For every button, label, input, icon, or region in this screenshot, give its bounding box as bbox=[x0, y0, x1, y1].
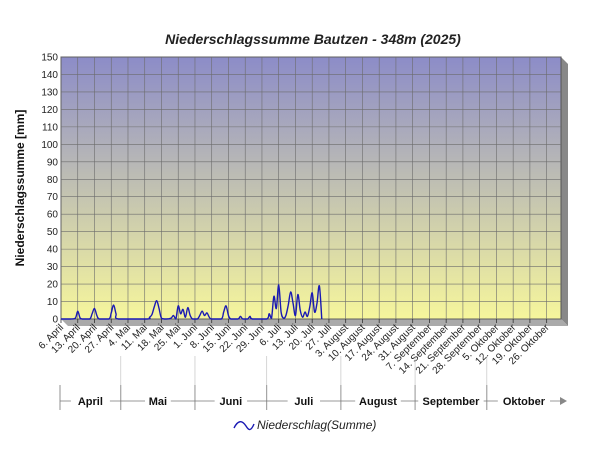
month-label: Mai bbox=[149, 396, 167, 408]
y-tick-label: 40 bbox=[47, 245, 59, 256]
month-segment: Mai bbox=[120, 385, 195, 410]
y-tick-label: 120 bbox=[41, 105, 58, 116]
y-tick-label: 90 bbox=[47, 157, 59, 168]
month-axis-arrow bbox=[560, 397, 567, 405]
plot-shadow-right bbox=[561, 57, 568, 326]
chart-title: Niederschlagssumme Bautzen - 348m (2025) bbox=[165, 31, 461, 47]
y-tick-label: 150 bbox=[41, 53, 58, 64]
y-tick-label: 0 bbox=[52, 315, 58, 326]
month-label: August bbox=[359, 396, 397, 408]
month-segment: August bbox=[340, 385, 416, 410]
series-lines bbox=[60, 284, 323, 320]
month-label-bg bbox=[144, 394, 171, 408]
y-tick-label: 20 bbox=[47, 280, 59, 291]
series-line-niederschlag bbox=[60, 284, 323, 320]
y-tick-label: 50 bbox=[47, 227, 59, 238]
y-tick-label: 60 bbox=[47, 210, 59, 221]
plot-background bbox=[60, 56, 562, 320]
plot-shadow-bottom bbox=[61, 319, 568, 326]
month-segment: April bbox=[59, 385, 121, 410]
month-segment: September bbox=[414, 385, 487, 410]
month-segment: Oktober bbox=[486, 385, 561, 410]
y-tick-label: 10 bbox=[47, 297, 59, 308]
month-label: Juni bbox=[220, 396, 243, 408]
month-label-bg bbox=[70, 394, 110, 408]
y-tick-label: 70 bbox=[47, 192, 59, 203]
month-label-bg bbox=[497, 394, 551, 408]
y-tick-label: 110 bbox=[42, 122, 58, 133]
y-axis-ticks: 0 10 20 30 40 50 60 70 80 90 100 110 120 130 140 150 bbox=[41, 53, 58, 326]
y-tick-label: 30 bbox=[47, 262, 59, 273]
month-axis: April Mai Juni Juli August September Oktober bbox=[59, 356, 567, 410]
month-label-bg bbox=[214, 394, 248, 408]
legend-entry-label: Niederschlag(Summe) bbox=[257, 418, 376, 432]
month-label-bg bbox=[355, 394, 401, 408]
month-label: Oktober bbox=[503, 396, 546, 408]
y-tick-label: 80 bbox=[47, 175, 59, 186]
month-segment: Juli bbox=[266, 385, 341, 410]
plot-shadow bbox=[61, 57, 568, 326]
legend: Niederschlag(Summe) bbox=[233, 418, 376, 432]
y-tick-label: 100 bbox=[41, 140, 58, 151]
month-label-bg bbox=[418, 394, 484, 408]
month-label-bg bbox=[287, 394, 321, 408]
month-segment: Juni bbox=[194, 385, 267, 410]
legend-swatch bbox=[233, 421, 255, 431]
month-label: September bbox=[423, 396, 481, 408]
grid-lines bbox=[60, 56, 561, 320]
month-label: April bbox=[78, 396, 103, 408]
y-axis-label: Niederschlagssumme [mm] bbox=[13, 110, 27, 267]
y-tick-label: 140 bbox=[41, 70, 58, 81]
month-label: Juli bbox=[294, 396, 313, 408]
y-tick-label: 130 bbox=[41, 87, 58, 98]
plot-area bbox=[60, 56, 562, 320]
